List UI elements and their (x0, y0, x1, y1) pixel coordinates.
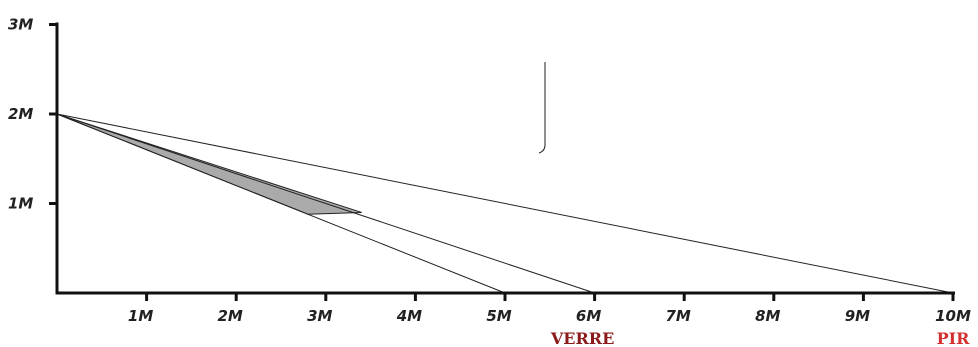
y-ticks: 1M 2M 3M (8, 16, 57, 213)
x-tick-label: 10M (935, 307, 971, 325)
x-tick-label: 6M (576, 307, 601, 325)
x-tick-label: 8M (755, 307, 780, 325)
x-tick-label: 2M (218, 307, 243, 325)
x-tick-label: 5M (486, 307, 511, 325)
ray-to-10m (56, 113, 954, 294)
ray-to-6m (56, 113, 595, 294)
y-tick-label: 3M (8, 16, 33, 34)
x-tick-label: 4M (396, 307, 422, 325)
mounting-bracket (538, 62, 546, 154)
x-tick-label: 9M (845, 307, 870, 325)
rays-group (56, 113, 954, 294)
y-tick-label: 2M (8, 105, 33, 123)
y-tick-label: 1M (8, 195, 33, 213)
x-tick-label: 3M (307, 307, 332, 325)
pir-label: PIR (937, 329, 971, 347)
x-ticks: 1M 2M 3M 4M 5M 6M 7M 8M 9M 10M (128, 293, 971, 325)
verre-label: VERRE (550, 329, 614, 347)
x-tick-label: 1M (128, 307, 153, 325)
x-tick-label: 7M (666, 307, 691, 325)
ray-to-5m (56, 113, 506, 294)
